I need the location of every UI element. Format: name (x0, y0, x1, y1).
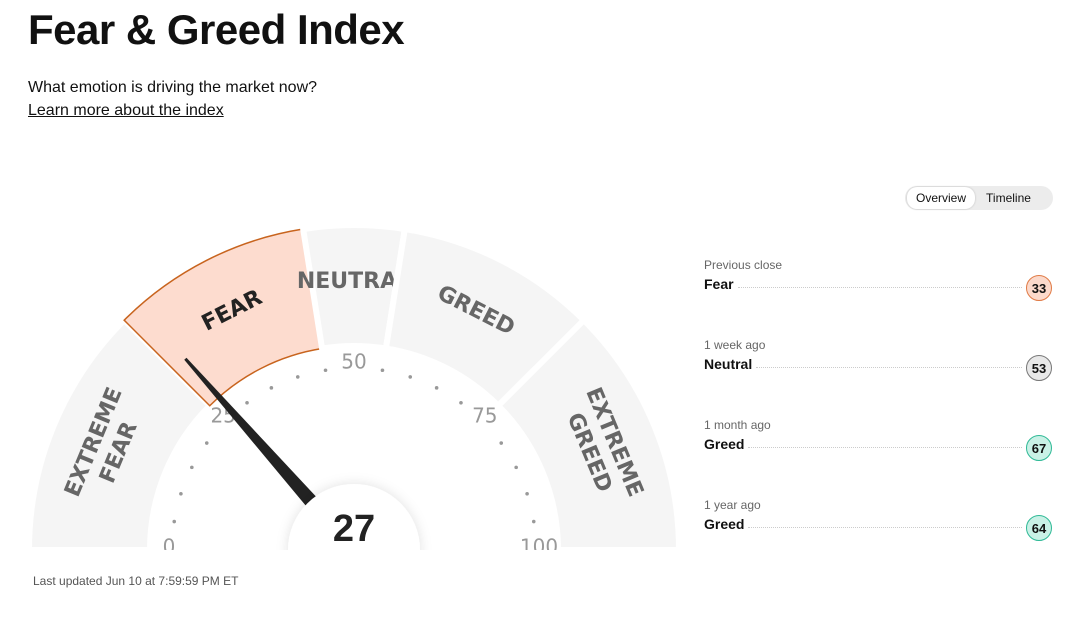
history-list: Previous close Fear 33 1 week ago Neutral 53 1… (704, 258, 1052, 578)
center-dial (288, 484, 420, 550)
subtitle: What emotion is driving the market now? (28, 79, 318, 96)
tab-timeline[interactable]: Timeline (986, 191, 1031, 205)
tab-overview[interactable]: Overview (907, 187, 976, 209)
gauge-value: 27 (333, 508, 375, 550)
history-period: 1 week ago (704, 338, 766, 352)
scale-dot (190, 465, 194, 470)
scale-dot (179, 491, 183, 496)
history-period: 1 year ago (704, 498, 761, 512)
scale-dot (323, 368, 328, 373)
history-row: Greed 64 (704, 515, 1052, 541)
dotted-leader (756, 366, 1022, 368)
scale-label: 50 (341, 350, 366, 374)
scale-dot (380, 368, 385, 373)
view-tabs: Overview Timeline (905, 186, 1053, 210)
history-value: 53 (1026, 355, 1052, 381)
scale-dot (204, 441, 209, 445)
learn-more-link[interactable]: Learn more about the index (28, 102, 224, 119)
history-item: Previous close Fear 33 (704, 258, 1052, 338)
needle (184, 357, 320, 510)
history-rating: Greed (704, 516, 745, 532)
gauge-segment (494, 315, 683, 550)
scale-dot (172, 519, 177, 524)
history-rating: Neutral (704, 356, 753, 372)
scale-dot (525, 491, 529, 496)
dotted-leader (748, 526, 1022, 528)
scale-label: 100 (520, 535, 558, 559)
history-row: Greed 67 (704, 435, 1052, 461)
segment-label: NEUTRAL (297, 269, 411, 294)
scale-dot (295, 375, 300, 379)
history-period: 1 month ago (704, 418, 771, 432)
scale-label: 0 (163, 535, 176, 559)
history-rating: Greed (704, 436, 745, 452)
history-item: 1 year ago Greed 64 (704, 498, 1052, 578)
history-rating: Fear (704, 276, 734, 292)
scale-dot (499, 441, 504, 445)
history-item: 1 month ago Greed 67 (704, 418, 1052, 498)
scale-label: 75 (472, 404, 497, 428)
scale-dot (514, 465, 518, 470)
history-period: Previous close (704, 258, 783, 272)
scale-dot (459, 400, 463, 405)
history-value: 67 (1026, 435, 1052, 461)
dotted-leader (737, 286, 1022, 288)
dotted-leader (748, 446, 1022, 448)
history-row: Neutral 53 (704, 355, 1052, 381)
history-row: Fear 33 (704, 275, 1052, 301)
scale-dot (434, 386, 439, 390)
history-value: 64 (1026, 515, 1052, 541)
scale-dot (408, 375, 413, 379)
scale-dot (245, 400, 249, 405)
history-item: 1 week ago Neutral 53 (704, 338, 1052, 418)
scale-dot (531, 519, 536, 524)
last-updated: Last updated Jun 10 at 7:59:59 PM ET (33, 574, 239, 588)
history-value: 33 (1026, 275, 1052, 301)
scale-dot (269, 386, 274, 390)
title: Fear & Greed Index (28, 6, 405, 53)
